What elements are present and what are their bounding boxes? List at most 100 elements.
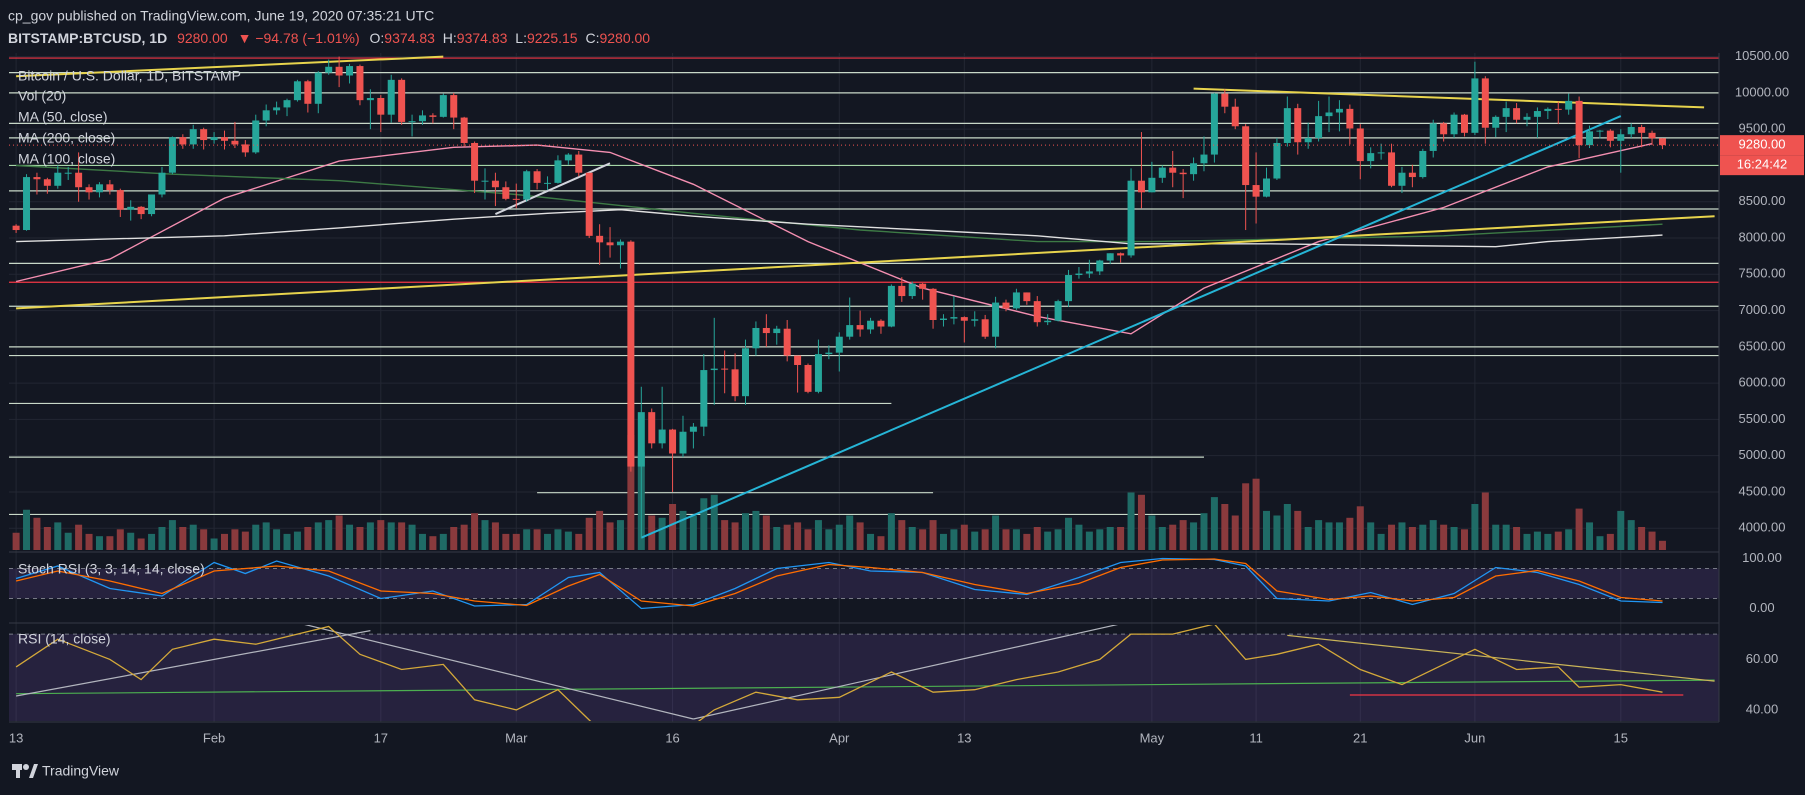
volume-bar [1283, 504, 1291, 550]
volume-bar [939, 533, 947, 550]
moving-average [15, 143, 1653, 335]
volume-bar [1231, 515, 1239, 550]
candle-body [783, 328, 791, 356]
close-value: 9280.00 [599, 30, 650, 46]
candle-body [814, 354, 822, 392]
candle-body [1190, 163, 1198, 175]
volume-bar [1127, 492, 1135, 550]
volume-bar [418, 533, 426, 550]
volume-bar [1586, 522, 1594, 550]
y-tick-label: 40.00 [1746, 701, 1779, 716]
volume-bar [1481, 492, 1489, 550]
chart-title: Bitcoin / U.S. Dollar, 1D, BITSTAMP [18, 68, 241, 84]
volume-bar [387, 522, 395, 550]
volume-bar [1210, 497, 1218, 550]
volume-bar [992, 515, 1000, 550]
y-tick-label: 8500.00 [1739, 193, 1786, 208]
x-tick-label: 16 [665, 730, 679, 745]
candle-body [325, 66, 333, 73]
x-tick-label: 15 [1614, 730, 1628, 745]
candle-body [856, 325, 864, 330]
candle-body [273, 107, 281, 111]
legend-entry: MA (200, close) [18, 130, 115, 146]
volume-bar [752, 510, 760, 550]
candle-body [1127, 180, 1135, 256]
trend-line [494, 162, 611, 216]
candle-body [12, 225, 20, 231]
candle-body [1231, 106, 1239, 127]
candle-body [596, 235, 604, 243]
x-tick-label: 21 [1353, 730, 1367, 745]
volume-bar [710, 494, 718, 550]
volume-bar [658, 517, 666, 550]
volume-bar [1096, 529, 1104, 550]
candle-body [85, 187, 93, 193]
volume-bar [794, 522, 802, 550]
candle-body [1117, 253, 1125, 256]
candle-body [241, 144, 249, 153]
candle-body [794, 355, 802, 365]
volume-bar [596, 510, 604, 550]
candle-body [1012, 292, 1020, 309]
last-price: 9280.00 [177, 30, 228, 46]
volume-bar [929, 520, 937, 550]
candle-body [387, 79, 395, 115]
volume-bar [304, 527, 312, 550]
volume-bar [1252, 478, 1260, 550]
volume-bar [1221, 504, 1229, 550]
candle-body [877, 320, 885, 327]
x-tick-label: Jun [1464, 730, 1485, 745]
volume-bar [1325, 522, 1333, 550]
candle-body [1523, 116, 1531, 120]
candle-body [95, 184, 103, 193]
candle-body [742, 348, 749, 397]
candle-body [1502, 108, 1510, 117]
y-tick-label: 6000.00 [1739, 375, 1786, 390]
candle-body [929, 288, 937, 321]
candle-body [523, 171, 531, 200]
candle-body [512, 198, 520, 200]
volume-bar [1148, 515, 1156, 550]
candle-body [210, 137, 218, 141]
volume-bar [627, 435, 635, 550]
candle-body [450, 95, 458, 118]
volume-bar [366, 522, 374, 550]
candle-body [773, 328, 781, 334]
candle-body [408, 121, 416, 123]
candle-body [700, 370, 708, 427]
volume-bar [1023, 533, 1031, 550]
candle-body [1513, 108, 1521, 120]
volume-bar [1075, 524, 1083, 550]
volume-bar [252, 524, 260, 550]
volume-bar [33, 517, 41, 550]
y-tick-label: 10500.00 [1735, 48, 1789, 63]
volume-bar [1054, 529, 1062, 550]
volume-bar [325, 520, 333, 550]
volume-bar [179, 527, 187, 550]
candle-body [377, 97, 385, 115]
volume-bar [1367, 522, 1375, 550]
volume-bar [335, 515, 343, 550]
volume-bar [606, 522, 614, 550]
volume-bar [460, 524, 468, 550]
last-price-label: 9280.00 [1739, 137, 1786, 152]
candle-body [1252, 185, 1260, 197]
volume-bar [1440, 524, 1448, 550]
volume-bar [273, 529, 281, 550]
volume-bar [575, 533, 583, 550]
volume-bar [1513, 527, 1521, 550]
candle-body [1481, 78, 1489, 128]
candle-body [637, 412, 645, 467]
candle-body [533, 171, 541, 183]
candle-body [981, 319, 989, 337]
volume-bar [950, 529, 958, 550]
volume-bar [1388, 524, 1396, 550]
candle-body [1492, 116, 1500, 128]
candle-body [679, 431, 687, 454]
volume-bar [1429, 520, 1437, 550]
volume-bar [408, 524, 416, 550]
volume-bar [1627, 520, 1635, 550]
candle-body [908, 283, 916, 297]
volume-bar [1263, 510, 1270, 550]
candle-body [585, 172, 593, 236]
